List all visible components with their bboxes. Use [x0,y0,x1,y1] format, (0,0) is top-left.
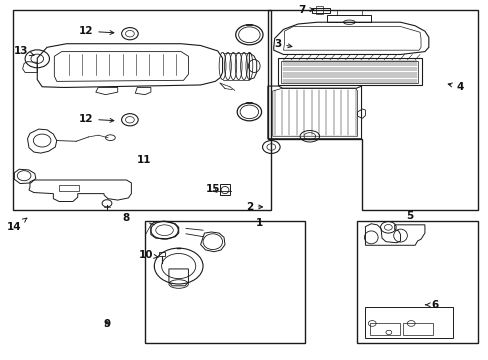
Text: 1: 1 [255,218,262,228]
Bar [356,221,477,343]
Text: 9: 9 [103,319,110,329]
Text: 6: 6 [425,300,437,310]
Text: 11: 11 [137,155,151,165]
Text: 7: 7 [298,5,313,15]
Bar [365,307,452,338]
Text: 15: 15 [205,184,220,194]
Bar [220,184,229,195]
Text: 14: 14 [7,218,27,232]
Bar [311,8,330,13]
Bar [144,221,305,343]
Bar [277,58,421,85]
Text: 13: 13 [14,46,34,56]
Bar [369,323,399,335]
Text: 4: 4 [447,82,463,92]
Text: 12: 12 [79,114,114,124]
Text: 5: 5 [406,211,413,221]
Bar [59,185,79,192]
Text: 10: 10 [139,250,159,260]
Bar [281,60,417,83]
Bar [327,15,370,22]
Bar [315,6,322,14]
Bar [13,10,271,211]
Text: 12: 12 [79,26,114,36]
Bar [403,323,432,335]
Text: 2: 2 [245,202,262,212]
Text: 8: 8 [122,213,130,222]
Text: 3: 3 [273,39,291,49]
Bar [158,252,164,256]
